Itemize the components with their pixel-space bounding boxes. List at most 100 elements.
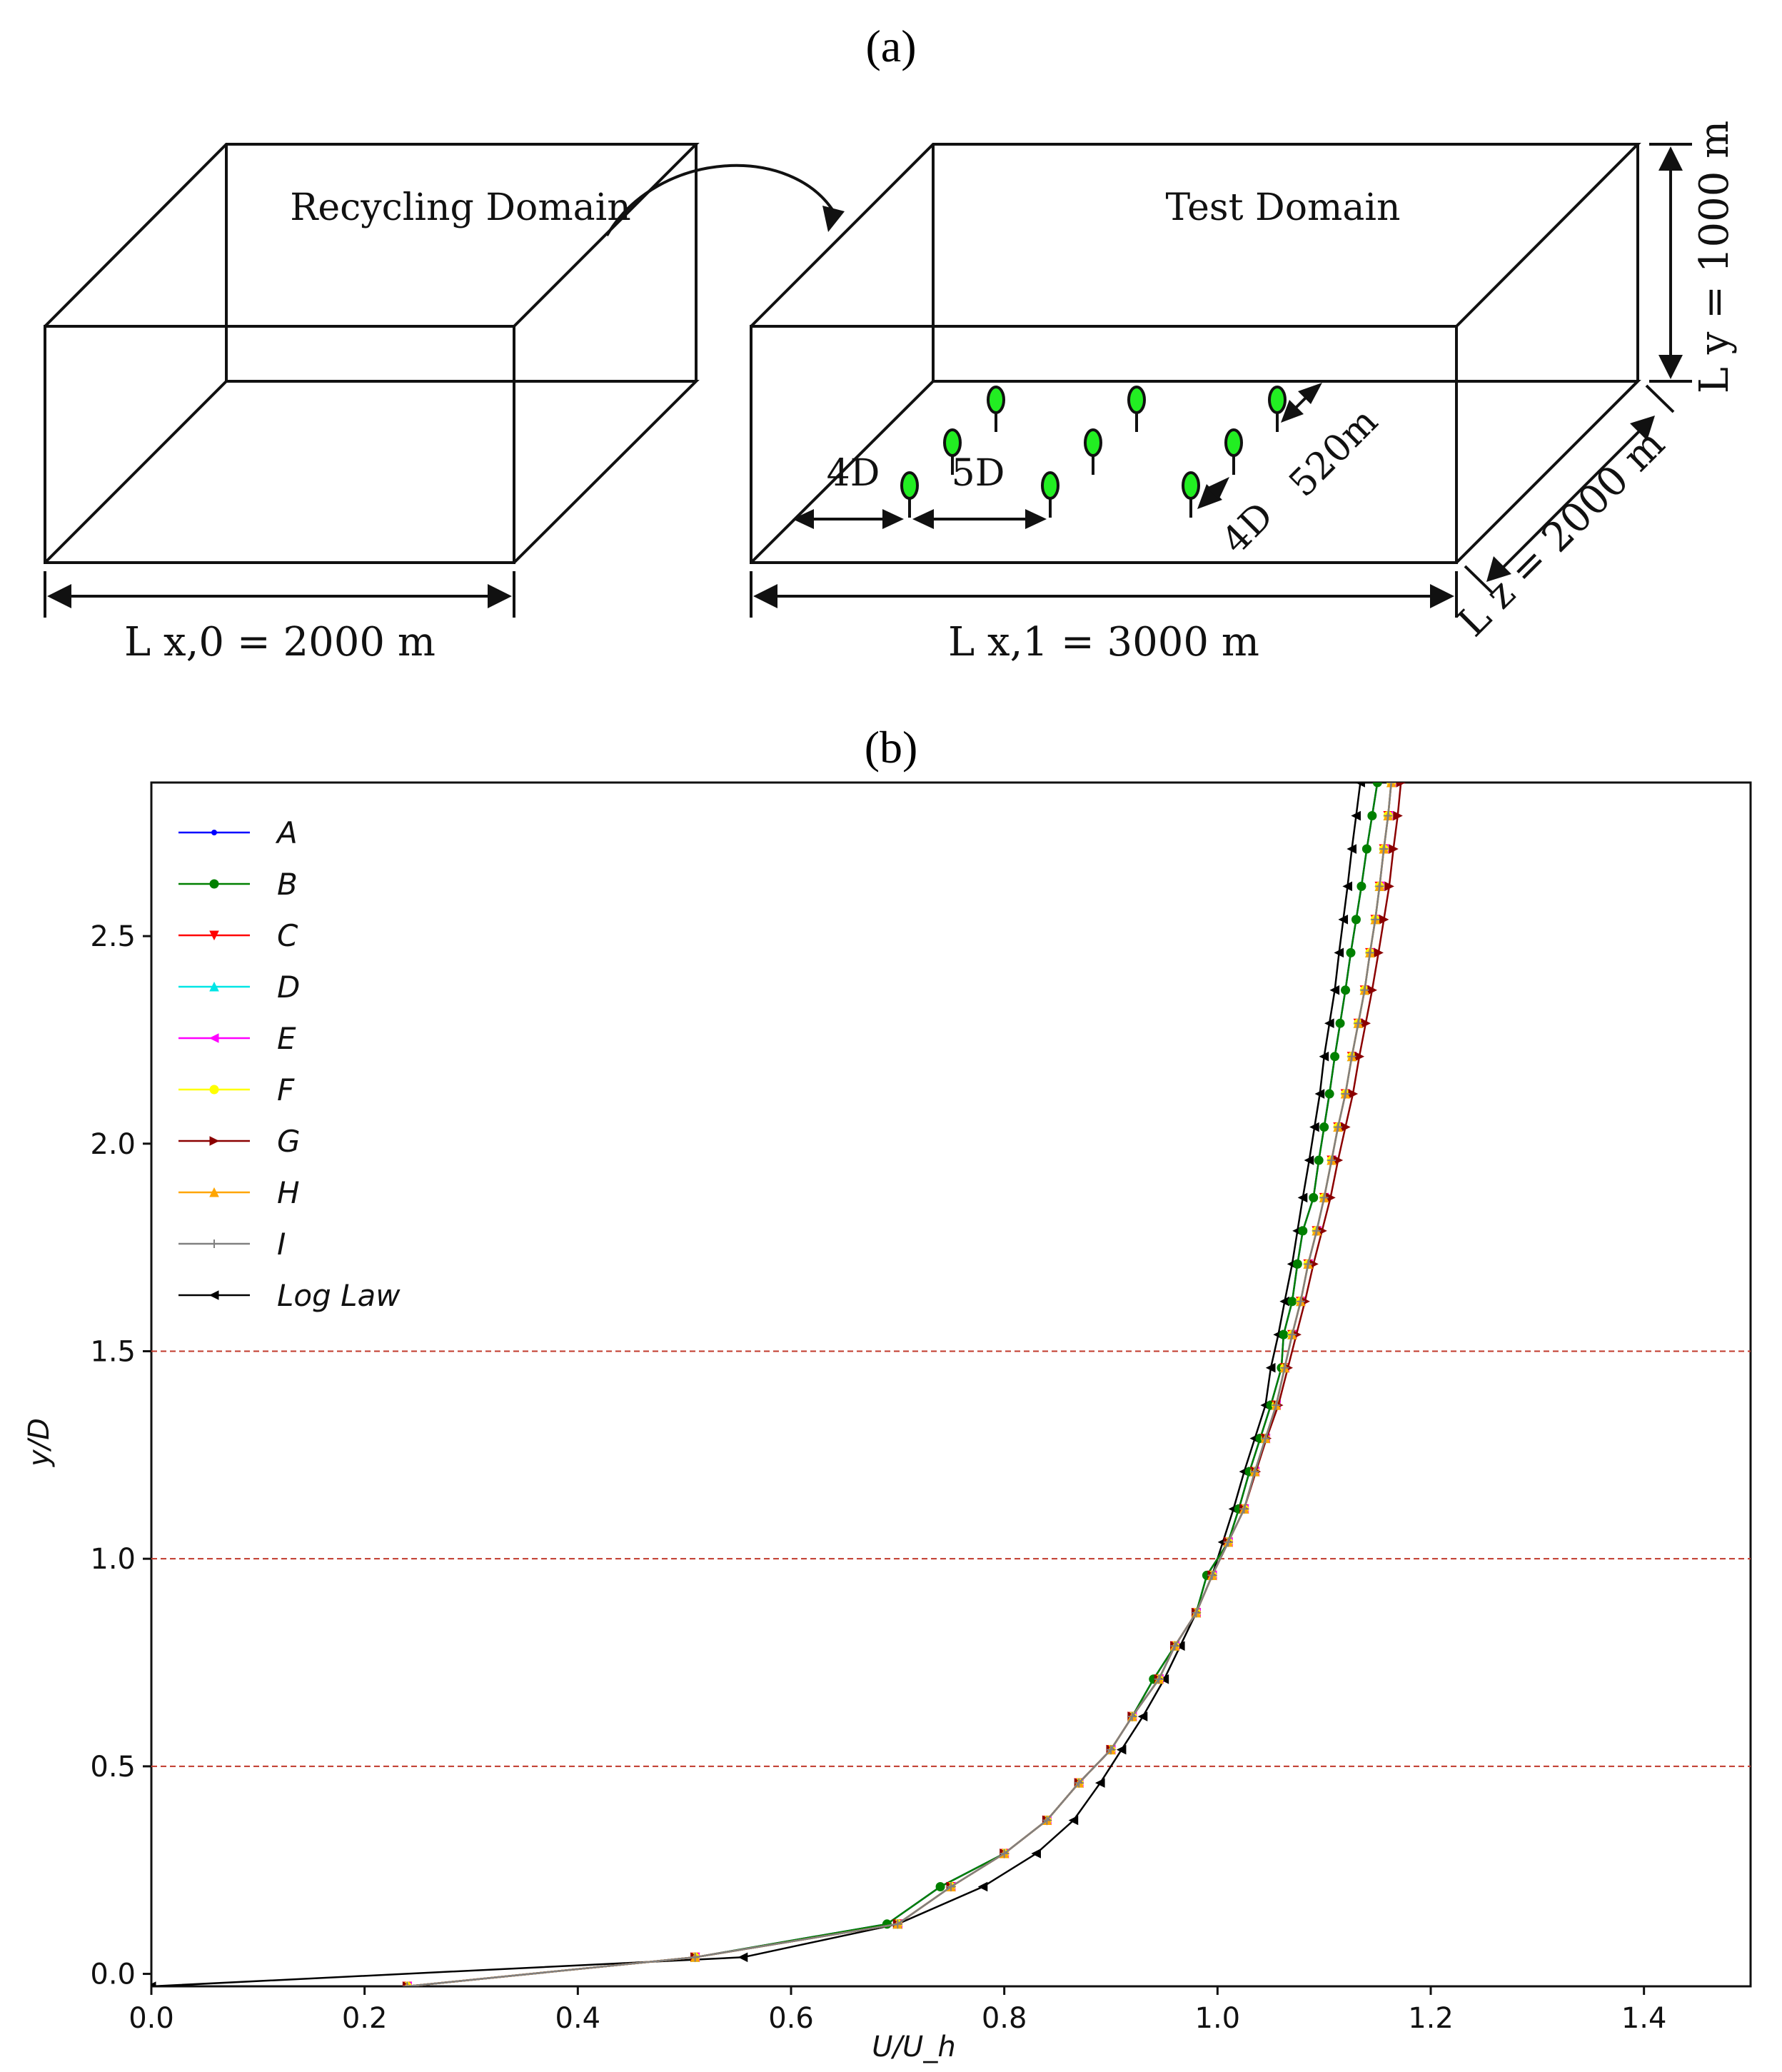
data-point-i bbox=[1334, 1122, 1343, 1132]
legend-label: Log Law bbox=[277, 1278, 401, 1313]
lx0-label: L x,0 = 2000 m bbox=[124, 619, 436, 665]
series-c bbox=[402, 783, 1394, 1986]
spacing-arrows bbox=[792, 383, 1322, 529]
turbine-3 bbox=[987, 386, 1005, 432]
x-tick-label: 1.0 bbox=[1195, 2002, 1241, 2035]
data-point-i bbox=[690, 1953, 700, 1962]
dimension-arrows bbox=[44, 143, 1692, 618]
data-point-i bbox=[1360, 985, 1369, 995]
series-i bbox=[403, 783, 1396, 1986]
data-point-i bbox=[1375, 882, 1384, 891]
legend-label: A bbox=[275, 815, 298, 850]
data-point-i bbox=[1170, 1641, 1179, 1651]
legend-marker bbox=[209, 930, 219, 941]
legend-label: D bbox=[277, 970, 300, 1005]
data-point-log-law bbox=[1304, 1155, 1314, 1165]
data-point-i bbox=[1261, 1434, 1270, 1443]
turbine-6 bbox=[1127, 386, 1146, 432]
data-point-g bbox=[1384, 881, 1394, 892]
data-point-b bbox=[1351, 915, 1361, 925]
legend-item-b: B bbox=[178, 867, 298, 902]
data-point-log-law bbox=[1351, 810, 1361, 821]
data-point-log-law bbox=[1031, 1849, 1041, 1859]
lx1-label: L x,1 = 3000 m bbox=[948, 619, 1259, 665]
legend-label: I bbox=[277, 1227, 286, 1262]
data-point-i bbox=[1207, 1571, 1217, 1580]
data-point-b bbox=[1287, 1297, 1297, 1307]
data-point-i bbox=[1312, 1226, 1322, 1235]
turbine-4 bbox=[1041, 471, 1059, 518]
series-line-a bbox=[407, 783, 1379, 1986]
legend-marker bbox=[209, 1136, 220, 1146]
data-point-log-law bbox=[1094, 1778, 1105, 1788]
ly-label: L y = 1000 m bbox=[1691, 121, 1738, 394]
series-g bbox=[402, 783, 1406, 1986]
series-line-e bbox=[407, 783, 1392, 1986]
spacing-5d-label: 5D bbox=[952, 452, 1005, 495]
data-point-i bbox=[1154, 1674, 1164, 1684]
velocity-profile-chart: 0.0 0.2 0.4 0.6 0.8 1.0 1.2 1.4 0.0 0.5 1.0 1.5 2.0… bbox=[23, 781, 1752, 2063]
x-tick-label: 0.4 bbox=[555, 2002, 601, 2035]
data-point-b bbox=[1319, 1122, 1329, 1132]
legend-label: E bbox=[277, 1021, 296, 1056]
data-point-i bbox=[1354, 1019, 1363, 1028]
legend-label: B bbox=[277, 867, 298, 902]
data-point-i bbox=[1304, 1259, 1313, 1269]
data-point-b bbox=[1309, 1192, 1319, 1202]
series-line-g bbox=[407, 783, 1402, 1986]
data-point-i bbox=[1250, 1467, 1259, 1477]
x-tick-label: 1.2 bbox=[1408, 2002, 1454, 2035]
data-point-i bbox=[1327, 1156, 1336, 1165]
lateral-4d-label: 4D bbox=[1214, 494, 1282, 562]
series-line-f bbox=[407, 783, 1392, 1986]
data-point-i bbox=[1319, 1193, 1329, 1202]
data-point-i bbox=[1272, 1401, 1281, 1410]
series-line-d bbox=[407, 783, 1392, 1986]
legend-marker bbox=[209, 981, 219, 992]
legend-item-a: A bbox=[178, 815, 298, 850]
legend-item-i: I bbox=[178, 1227, 286, 1262]
data-point-b bbox=[1356, 881, 1366, 891]
data-point-i bbox=[1341, 1090, 1350, 1099]
data-point-i bbox=[947, 1882, 955, 1891]
data-point-i bbox=[1287, 1330, 1297, 1339]
data-point-log-law bbox=[1346, 844, 1356, 854]
data-point-log-law bbox=[1137, 1711, 1148, 1721]
panel-b-label: (b) bbox=[865, 722, 918, 773]
data-point-i bbox=[1280, 1363, 1289, 1372]
domain-diagram bbox=[44, 143, 1641, 564]
data-point-log-law bbox=[1314, 1089, 1325, 1099]
data-point-log-law bbox=[977, 1881, 988, 1892]
series-line-h bbox=[407, 783, 1392, 1986]
recycling-domain-label: Recycling Domain bbox=[290, 186, 631, 229]
data-point-b bbox=[1367, 811, 1377, 821]
y-axis-ticks: 0.0 0.5 1.0 1.5 2.0 2.5 bbox=[90, 920, 151, 1991]
x-axis-ticks: 0.0 0.2 0.4 0.6 0.8 1.0 1.2 1.4 bbox=[129, 1986, 1666, 2035]
data-point-log-law bbox=[738, 1952, 748, 1963]
y-tick-label: 0.0 bbox=[90, 1958, 136, 1991]
series-layer bbox=[151, 783, 1406, 1986]
y-tick-label: 1.0 bbox=[90, 1543, 136, 1576]
series-e bbox=[402, 783, 1396, 1986]
legend-item-f: F bbox=[178, 1072, 295, 1107]
recycling-domain-box bbox=[44, 143, 700, 564]
data-point-i bbox=[1296, 1297, 1305, 1306]
turbine-1 bbox=[900, 471, 919, 518]
data-point-i bbox=[1347, 1052, 1356, 1061]
legend-marker bbox=[208, 1033, 219, 1043]
data-point-i bbox=[1384, 811, 1393, 820]
x-tick-label: 0.8 bbox=[982, 2002, 1027, 2035]
x-tick-label: 0.0 bbox=[129, 2002, 174, 2035]
legend-marker bbox=[211, 830, 217, 835]
x-tick-label: 0.2 bbox=[342, 2002, 388, 2035]
y-tick-label: 2.0 bbox=[90, 1128, 136, 1161]
data-point-i bbox=[1074, 1779, 1084, 1788]
data-point-log-law bbox=[1334, 947, 1344, 958]
data-point-b bbox=[1292, 1259, 1302, 1269]
data-point-b bbox=[1346, 947, 1356, 957]
data-point-i bbox=[1371, 915, 1380, 924]
turbine-array bbox=[900, 386, 1287, 518]
data-point-log-law bbox=[1116, 1744, 1127, 1755]
data-point-i bbox=[893, 1919, 902, 1928]
